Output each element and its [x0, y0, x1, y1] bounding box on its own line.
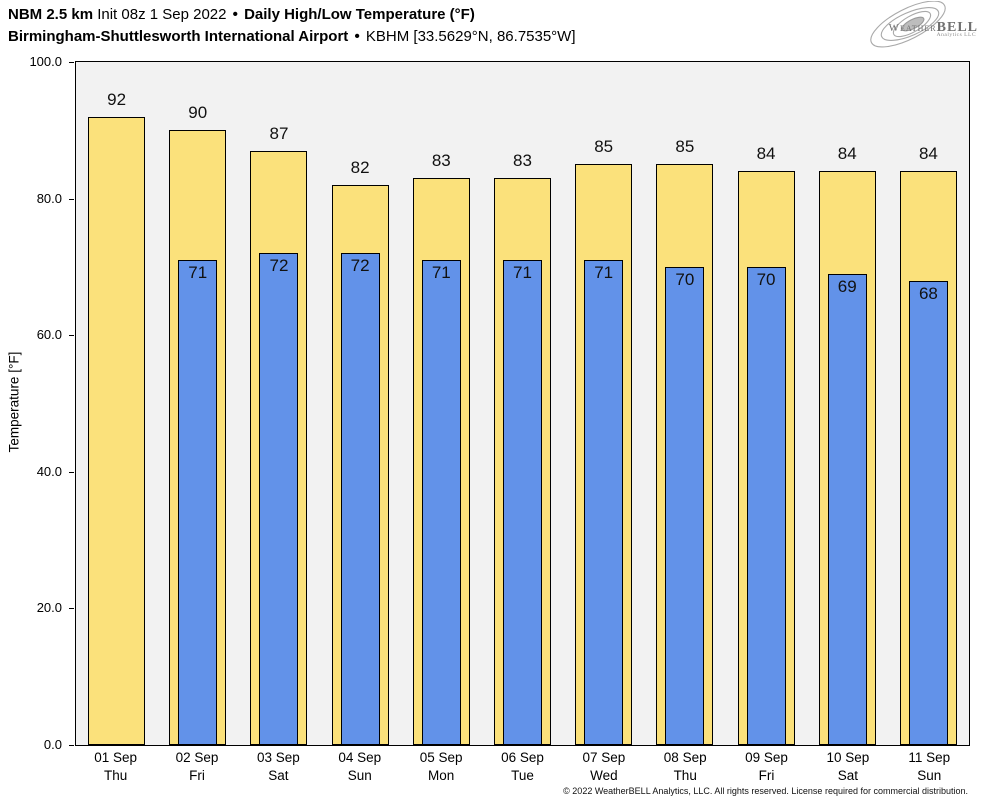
bullet-separator: •: [354, 28, 360, 45]
low-bar: 71: [421, 260, 461, 745]
y-tick-mark: [69, 608, 74, 610]
logo-wordmark: WeatherBELL: [889, 18, 978, 36]
high-value-label: 84: [918, 144, 938, 164]
bullet-separator: •: [232, 6, 238, 23]
x-tick-day: Fri: [189, 768, 205, 783]
title-line-2: Birmingham-Shuttlesworth International A…: [8, 26, 576, 48]
hurricane-swirl-icon: [870, 1, 946, 48]
y-tick-mark: [69, 335, 74, 337]
logo-bell-text: BELL: [936, 20, 978, 35]
logo-weather-text: Weather: [888, 22, 937, 34]
low-bar: 69: [827, 273, 867, 745]
low-value-label: 69: [837, 276, 857, 296]
low-value-label: 71: [594, 263, 614, 283]
high-value-label: 84: [837, 144, 857, 164]
low-value-label: 71: [513, 263, 532, 283]
station-id: KBHM [33.5629°N, 86.7535°W]: [365, 28, 576, 45]
high-bar: [88, 116, 146, 745]
x-tick-label: 02 Sep Fri: [156, 749, 237, 785]
x-tick-day: Fri: [758, 768, 775, 783]
x-tick-date: 11 Sep: [908, 750, 951, 765]
low-value-label: 72: [269, 256, 289, 276]
y-tick-label: 20.0: [36, 600, 62, 616]
x-tick-day: Sun: [347, 768, 372, 783]
high-value-label: 85: [675, 137, 695, 157]
high-value-label: 85: [594, 137, 614, 157]
x-tick-label: 04 Sep Sun: [319, 749, 400, 785]
y-tick-mark: [69, 198, 74, 200]
low-bar: 70: [746, 266, 786, 745]
y-tick-label: 80.0: [36, 190, 62, 206]
x-tick-day: Sat: [837, 768, 859, 783]
copyright-notice: © 2022 WeatherBELL Analytics, LLC. All r…: [563, 786, 968, 796]
x-tick-day: Wed: [590, 768, 618, 783]
x-tick-date: 04 Sep: [338, 750, 382, 765]
x-tick-day: Tue: [511, 768, 534, 783]
x-tick-label: 10 Sep Sat: [807, 749, 888, 785]
station-name: Birmingham-Shuttlesworth International A…: [8, 28, 349, 45]
weatherbell-logo: WeatherBELL Analytics LLC: [864, 1, 980, 49]
x-tick-label: 08 Sep Thu: [645, 749, 726, 785]
x-tick-date: 06 Sep: [501, 750, 544, 765]
high-value-label: 87: [269, 123, 289, 143]
x-tick-label: 01 Sep Thu: [75, 749, 156, 785]
low-bar: 71: [503, 260, 542, 745]
y-tick-label: 0.0: [43, 737, 62, 752]
x-axis: 01 Sep Thu 02 Sep Fri 03 Sep Sat 04 Sep Sun 05 S…: [75, 749, 970, 785]
low-bar: 72: [259, 253, 299, 745]
x-tick-day: Mon: [427, 768, 455, 783]
high-value-label: 83: [431, 151, 451, 171]
high-value-label: 84: [756, 144, 776, 164]
x-tick-date: 05 Sep: [419, 750, 463, 765]
title-line-1: NBM 2.5 km Init 08z 1 Sep 2022 • Daily H…: [8, 4, 576, 26]
x-tick-label: 07 Sep Wed: [563, 749, 644, 785]
logo-subtitle: Analytics LLC: [936, 32, 976, 38]
x-tick-day: Thu: [104, 768, 128, 783]
y-tick-mark: [69, 745, 74, 746]
y-tick-label: 60.0: [36, 327, 62, 343]
low-value-label: 70: [756, 269, 776, 289]
x-tick-date: 09 Sep: [745, 750, 788, 765]
low-bar: 71: [584, 260, 624, 745]
x-tick-day: Thu: [673, 768, 697, 783]
x-tick-day: Sat: [268, 768, 289, 783]
high-value-label: 92: [107, 89, 127, 109]
x-tick-label: 09 Sep Fri: [726, 749, 807, 785]
y-tick-mark: [69, 62, 74, 63]
x-tick-label: 03 Sep Sat: [238, 749, 319, 785]
low-value-label: 70: [675, 269, 695, 289]
chart-header: NBM 2.5 km Init 08z 1 Sep 2022 • Daily H…: [8, 4, 576, 48]
low-value-label: 72: [350, 256, 370, 276]
x-tick-date: 10 Sep: [826, 750, 870, 765]
init-time: Init 08z 1 Sep 2022: [97, 6, 227, 23]
product-name: Daily High/Low Temperature (°F): [244, 6, 475, 23]
low-value-label: 68: [918, 283, 938, 303]
x-tick-label: 05 Sep Mon: [400, 749, 481, 785]
x-tick-date: 01 Sep: [94, 750, 138, 765]
high-value-label: 90: [188, 103, 208, 123]
x-tick-date: 03 Sep: [257, 750, 300, 765]
low-value-label: 71: [188, 263, 208, 283]
x-tick-date: 08 Sep: [663, 750, 707, 765]
plot-area: 92 90 71 87 72 82 72 83 71 83 71 85 71 85 70 84 70 84 69 84…: [75, 61, 970, 746]
y-tick-label: 40.0: [36, 463, 62, 479]
high-value-label: 83: [513, 151, 532, 171]
x-tick-label: 06 Sep Tue: [482, 749, 563, 785]
y-tick-mark: [69, 471, 74, 473]
high-value-label: 82: [350, 157, 370, 177]
low-bar: 68: [908, 280, 948, 745]
low-bar: 71: [178, 260, 218, 745]
model-name: NBM 2.5 km: [8, 6, 94, 23]
low-bar: 72: [340, 253, 380, 745]
x-tick-day: Sun: [917, 768, 942, 783]
y-axis: 0.0 20.0 40.0 60.0 80.0 100.0: [0, 54, 75, 752]
x-tick-label: 11 Sep Sun: [889, 749, 970, 785]
low-bar: 70: [665, 266, 705, 745]
y-tick-label: 100.0: [29, 54, 62, 69]
x-tick-date: 07 Sep: [582, 750, 626, 765]
x-tick-date: 02 Sep: [175, 750, 219, 765]
low-value-label: 71: [431, 263, 451, 283]
